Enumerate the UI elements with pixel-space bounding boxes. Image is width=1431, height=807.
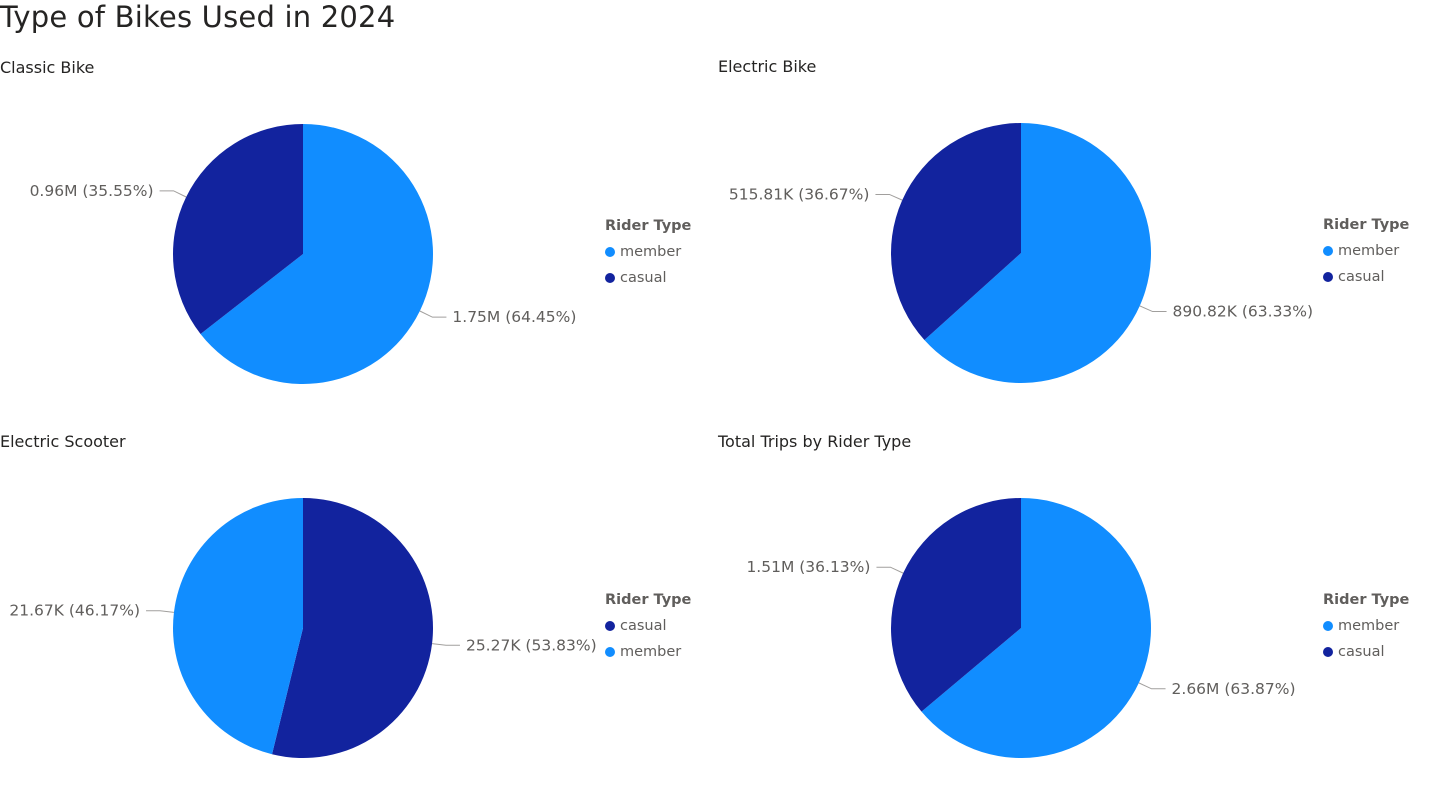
- pie-chart: 890.82K (63.33%) 515.81K (36.67%): [729, 123, 1314, 383]
- legend-label: casual: [620, 270, 667, 286]
- legend-swatch-icon: [605, 247, 615, 257]
- data-label-member: 1.75M (64.45%): [452, 308, 576, 326]
- pie-slice-casual[interactable]: [272, 498, 434, 758]
- leader-line: [146, 610, 174, 613]
- chart-legend: Rider Type casual member: [605, 592, 691, 667]
- data-label-member: 2.66M (63.87%): [1172, 680, 1296, 698]
- leader-line: [1138, 682, 1166, 690]
- pie-slice-member[interactable]: [173, 498, 303, 755]
- legend-swatch-icon: [605, 647, 615, 657]
- data-label-member: 21.67K (46.17%): [9, 602, 140, 620]
- chart-title: Electric Scooter: [0, 432, 126, 451]
- pie-slice-casual[interactable]: [891, 123, 1021, 341]
- pie-chart: 25.27K (53.83%) 21.67K (46.17%): [9, 498, 597, 758]
- legend-swatch-icon: [605, 273, 615, 283]
- chart-panel-total-trips: Total Trips by Rider Type 2.66M (63.87%)…: [718, 432, 1431, 807]
- legend-title: Rider Type: [605, 218, 692, 234]
- chart-title: Electric Bike: [718, 57, 817, 76]
- legend-item[interactable]: member: [1323, 611, 1409, 641]
- pie-slice-casual[interactable]: [173, 124, 303, 335]
- legend-swatch-icon: [1323, 647, 1333, 657]
- legend-swatch-icon: [1323, 621, 1333, 631]
- pie-slice-member[interactable]: [924, 123, 1151, 383]
- leader-line: [875, 193, 903, 201]
- pie-chart: 1.75M (64.45%) 0.96M (35.55%): [30, 124, 576, 385]
- legend-title: Rider Type: [1323, 217, 1410, 233]
- legend-label: member: [1338, 243, 1400, 259]
- legend-item[interactable]: member: [1323, 236, 1409, 266]
- legend-label: member: [620, 644, 682, 660]
- legend-swatch-icon: [605, 621, 615, 631]
- legend-label: casual: [620, 618, 667, 634]
- leader-line: [876, 566, 904, 574]
- leader-line: [432, 643, 460, 646]
- legend-title: Rider Type: [605, 592, 692, 608]
- data-label-casual: 515.81K (36.67%): [729, 185, 870, 203]
- chart-title: Classic Bike: [0, 58, 95, 77]
- chart-title: Total Trips by Rider Type: [718, 432, 912, 451]
- chart-panel-electric-scooter: Electric Scooter 25.27K (53.83%) 21.67K (…: [0, 432, 716, 807]
- chart-panel-classic-bike: Classic Bike 1.75M (64.45%) 0.96M (35.55%…: [0, 58, 716, 433]
- pie-slice-member[interactable]: [200, 124, 434, 385]
- legend-item[interactable]: member: [605, 637, 691, 667]
- legend-label: casual: [1338, 269, 1385, 285]
- pie-slice-member[interactable]: [921, 498, 1151, 758]
- legend-swatch-icon: [1323, 246, 1333, 256]
- legend-item[interactable]: casual: [605, 263, 691, 293]
- data-label-casual: 25.27K (53.83%): [466, 636, 597, 654]
- legend-title: Rider Type: [1323, 592, 1410, 608]
- data-label-member: 890.82K (63.33%): [1173, 303, 1314, 321]
- legend-item[interactable]: member: [605, 237, 691, 267]
- leader-line: [159, 190, 187, 198]
- legend-label: member: [620, 244, 682, 260]
- legend-item[interactable]: casual: [605, 611, 691, 641]
- data-label-casual: 1.51M (36.13%): [746, 558, 870, 576]
- chart-legend: Rider Type member casual: [1323, 592, 1409, 667]
- leader-line: [1139, 305, 1167, 313]
- page-title: Type of Bikes Used in 2024: [0, 0, 396, 34]
- legend-item[interactable]: casual: [1323, 637, 1409, 667]
- pie-chart: 2.66M (63.87%) 1.51M (36.13%): [746, 498, 1296, 758]
- leader-line: [419, 310, 447, 318]
- legend-item[interactable]: casual: [1323, 262, 1409, 292]
- legend-swatch-icon: [1323, 272, 1333, 282]
- chart-panel-electric-bike: Electric Bike 890.82K (63.33%) 515.81K (3…: [718, 57, 1431, 432]
- legend-label: casual: [1338, 644, 1385, 660]
- legend-label: member: [1338, 618, 1400, 634]
- chart-legend: Rider Type member casual: [1323, 217, 1409, 292]
- data-label-casual: 0.96M (35.55%): [30, 182, 154, 200]
- pie-slice-casual[interactable]: [891, 498, 1021, 712]
- chart-legend: Rider Type member casual: [605, 218, 691, 293]
